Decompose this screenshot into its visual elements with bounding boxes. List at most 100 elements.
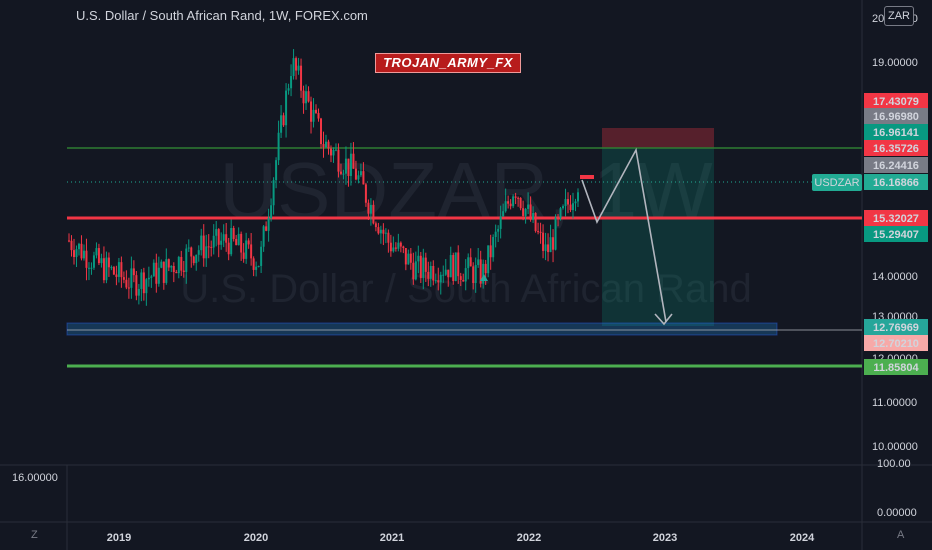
candle-body bbox=[429, 265, 432, 279]
candle-body bbox=[327, 141, 330, 149]
candle-body bbox=[384, 232, 387, 234]
candle-body bbox=[447, 269, 450, 278]
price-tag-bg bbox=[864, 174, 928, 190]
candle-body bbox=[574, 201, 577, 204]
symbol-label: USDZAR bbox=[814, 177, 859, 189]
candle-body bbox=[379, 229, 382, 234]
candle-body bbox=[222, 234, 225, 241]
price-tag-bg bbox=[864, 319, 928, 335]
projection-arrowhead bbox=[654, 313, 673, 326]
support-zone[interactable] bbox=[66, 322, 778, 336]
candle-body bbox=[317, 112, 320, 119]
price-tag-label: 15.32027 bbox=[873, 213, 919, 225]
candle-body bbox=[205, 246, 208, 259]
candle-body bbox=[417, 255, 420, 262]
candle-body bbox=[290, 76, 293, 89]
candle-body bbox=[357, 175, 360, 180]
candle-body bbox=[172, 266, 175, 273]
candle-body bbox=[192, 256, 195, 264]
candle-body bbox=[272, 180, 275, 206]
x-tick-label: 2019 bbox=[107, 532, 131, 544]
candle-body bbox=[519, 198, 522, 209]
price-tag-bg bbox=[864, 359, 928, 375]
candle-body bbox=[140, 272, 143, 289]
candle-body bbox=[442, 274, 445, 276]
candle-body bbox=[197, 250, 200, 255]
candle-body bbox=[437, 280, 440, 283]
currency-button[interactable]: ZAR bbox=[884, 6, 914, 26]
candle-body bbox=[342, 173, 345, 175]
candle-body bbox=[499, 216, 502, 229]
author-banner[interactable]: TROJAN_ARMY_FX bbox=[375, 53, 521, 73]
candle-body bbox=[315, 109, 318, 113]
candle-body bbox=[237, 233, 240, 246]
entry-marker bbox=[580, 175, 594, 179]
auto-scale-button[interactable]: A bbox=[897, 529, 905, 541]
candle-body bbox=[409, 253, 412, 263]
candle-body bbox=[457, 252, 460, 277]
candle-body bbox=[514, 196, 517, 198]
price-tag-bg bbox=[864, 335, 928, 351]
candle-body bbox=[337, 149, 340, 172]
candle-body bbox=[364, 184, 367, 203]
candle-body bbox=[97, 248, 100, 264]
candle-body bbox=[152, 262, 155, 277]
candle-body bbox=[100, 258, 103, 264]
candle-body bbox=[567, 199, 570, 205]
candle-body bbox=[489, 245, 492, 258]
candle-body bbox=[312, 109, 315, 122]
price-tag-label: 16.96141 bbox=[873, 127, 919, 139]
price-tag-bg bbox=[864, 210, 928, 226]
candle-body bbox=[305, 91, 308, 104]
projection-path[interactable] bbox=[581, 147, 667, 323]
candle-body bbox=[492, 237, 495, 258]
candle-body bbox=[424, 257, 427, 272]
stop-loss-zone[interactable] bbox=[602, 128, 714, 148]
candle-body bbox=[320, 118, 323, 145]
candle-body bbox=[227, 242, 230, 255]
candle-body bbox=[75, 249, 78, 258]
timezone-button[interactable]: Z bbox=[31, 529, 38, 541]
candle-body bbox=[282, 115, 285, 126]
candle-body bbox=[507, 201, 510, 204]
time-axis[interactable]: 2019 2020 2021 2022 2023 2024 bbox=[107, 532, 815, 544]
candle-body bbox=[484, 263, 487, 274]
candlestick-series[interactable] bbox=[68, 49, 579, 306]
candle-body bbox=[427, 271, 430, 279]
candle-body bbox=[399, 242, 402, 247]
candle-body bbox=[300, 65, 303, 91]
candle-body bbox=[215, 229, 218, 236]
candle-body bbox=[412, 262, 415, 280]
candle-body bbox=[270, 205, 273, 219]
candle-body bbox=[544, 244, 547, 251]
candle-body bbox=[307, 91, 310, 102]
take-profit-zone[interactable] bbox=[602, 148, 714, 326]
candle-body bbox=[467, 257, 470, 269]
price-tag-label: 16.24416 bbox=[873, 160, 919, 172]
candle-body bbox=[527, 204, 530, 209]
candle-body bbox=[479, 259, 482, 284]
pivot-marker-icon bbox=[480, 274, 488, 281]
candle-body bbox=[70, 240, 73, 251]
candle-body bbox=[165, 259, 168, 283]
price-tags: 17.43079 16.96980 16.96141 16.35726 16.24416… bbox=[864, 93, 928, 375]
candle-body bbox=[564, 199, 567, 207]
price-tag-label: 12.70210 bbox=[873, 338, 919, 350]
candle-body bbox=[372, 204, 375, 224]
candle-body bbox=[347, 158, 350, 176]
x-tick-label: 2022 bbox=[517, 532, 541, 544]
candle-body bbox=[547, 244, 550, 253]
candle-body bbox=[462, 279, 465, 282]
y-tick-label: 10.00000 bbox=[872, 441, 918, 453]
candle-body bbox=[349, 153, 352, 176]
candle-body bbox=[469, 257, 472, 267]
candle-body bbox=[235, 238, 238, 246]
candle-body bbox=[422, 257, 425, 279]
candle-body bbox=[407, 253, 410, 265]
candle-body bbox=[92, 255, 95, 268]
candle-body bbox=[212, 235, 215, 248]
candle-body bbox=[509, 203, 512, 207]
candle-body bbox=[177, 256, 180, 274]
candle-body bbox=[105, 257, 108, 281]
